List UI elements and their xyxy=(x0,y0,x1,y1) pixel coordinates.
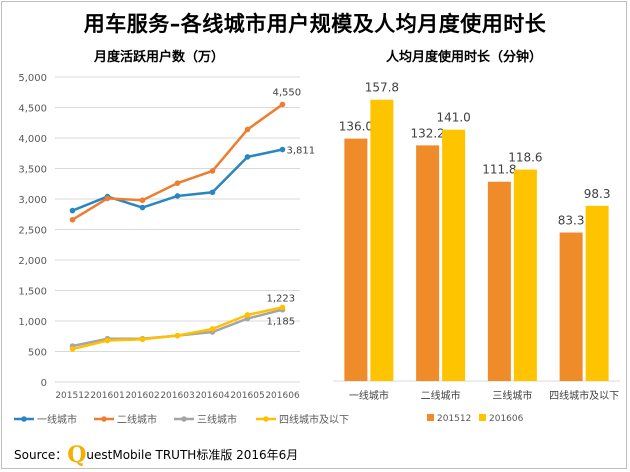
legend-label: 201512 xyxy=(437,414,471,424)
bar xyxy=(585,205,609,381)
data-point xyxy=(279,304,286,311)
x-tick-label: 201606 xyxy=(265,391,300,401)
legend-label: 三线城市 xyxy=(197,413,237,426)
brand-q-letter: Q xyxy=(67,442,87,468)
legend-marker xyxy=(181,416,187,422)
data-point xyxy=(174,193,181,199)
data-point xyxy=(174,332,181,339)
bar xyxy=(344,138,368,381)
x-tick-label: 201604 xyxy=(195,391,230,401)
y-tick-label: 1,500 xyxy=(18,287,47,298)
series-end-label: 3,811 xyxy=(287,146,316,157)
data-point xyxy=(244,126,251,133)
bar xyxy=(487,181,511,381)
legend-marker xyxy=(101,416,107,422)
y-tick-label: 2,000 xyxy=(18,256,47,267)
y-tick-label: 3,000 xyxy=(18,195,47,206)
data-point xyxy=(139,197,146,204)
legend-label: 201606 xyxy=(489,414,524,424)
bar xyxy=(559,232,583,381)
data-point xyxy=(139,204,146,211)
y-tick-label: 0 xyxy=(41,378,47,389)
data-point xyxy=(139,336,146,343)
legend-label: 四线城市及以下 xyxy=(279,413,349,426)
data-point xyxy=(69,207,76,214)
legend-marker xyxy=(21,416,27,422)
data-point xyxy=(244,312,251,318)
legend-marker xyxy=(263,416,269,422)
y-tick-label: 500 xyxy=(28,348,47,359)
bar xyxy=(370,99,394,382)
x-tick-label: 201603 xyxy=(160,391,194,401)
source-note: Source：QuestMobile TRUTH标准版 2016年6月 xyxy=(14,444,299,466)
bar-value-label: 157.8 xyxy=(365,81,399,95)
legend-label: 一线城市 xyxy=(37,413,77,426)
series-line xyxy=(72,306,283,351)
bar xyxy=(416,145,440,381)
bar-value-label: 141.0 xyxy=(436,111,470,125)
source-brand: uestMobile TRUTH标准版 2016年6月 xyxy=(86,448,299,462)
bar-value-label: 132.2 xyxy=(410,126,444,140)
line-chart-title: 月度活跃用户数（万） xyxy=(94,50,225,65)
x-tick-label: 201602 xyxy=(125,391,159,401)
y-tick-label: 4,500 xyxy=(18,104,47,115)
legend-swatch xyxy=(427,414,434,421)
data-point xyxy=(279,101,286,108)
bar-value-label: 83.3 xyxy=(558,214,585,228)
source-label: Source： xyxy=(14,448,68,462)
bar-value-label: 111.8 xyxy=(482,163,516,177)
bar-value-label: 98.3 xyxy=(584,187,611,201)
data-point xyxy=(69,216,76,223)
legend-swatch xyxy=(479,414,486,421)
bar-value-label: 136.0 xyxy=(339,120,373,134)
y-tick-label: 4,000 xyxy=(18,134,47,145)
x-tick-label: 201512 xyxy=(55,391,89,401)
data-point xyxy=(209,189,216,196)
data-point xyxy=(279,146,286,153)
x-tick-label: 一线城市 xyxy=(349,389,389,402)
legend-label: 二线城市 xyxy=(117,413,157,426)
x-tick-label: 四线城市及以下 xyxy=(549,389,619,402)
y-tick-label: 1,000 xyxy=(18,317,47,328)
y-tick-label: 3,500 xyxy=(18,165,47,176)
series-end-label: 4,550 xyxy=(273,87,302,98)
bar xyxy=(442,129,466,381)
data-point xyxy=(209,168,216,174)
bar xyxy=(513,169,537,381)
bar-chart-title: 人均月度使用时长（分钟） xyxy=(386,50,543,65)
x-tick-label: 201605 xyxy=(230,391,264,401)
page-title: 用车服务–各线城市用户规模及人均月度使用时长 xyxy=(83,12,547,36)
data-point xyxy=(69,346,76,352)
series-end-label: 1,223 xyxy=(267,293,296,304)
y-tick-label: 2,500 xyxy=(18,226,47,237)
x-tick-label: 二线城市 xyxy=(421,389,461,402)
data-point xyxy=(104,195,111,202)
x-tick-label: 201601 xyxy=(90,391,124,401)
data-point xyxy=(104,337,111,344)
series-line xyxy=(71,103,284,221)
data-point xyxy=(174,180,181,186)
x-tick-label: 三线城市 xyxy=(492,389,532,402)
data-point xyxy=(209,326,216,332)
y-tick-label: 5,000 xyxy=(18,73,47,84)
data-point xyxy=(244,154,251,160)
bar-value-label: 118.6 xyxy=(508,151,542,165)
series-end-label: 1,185 xyxy=(267,317,296,328)
